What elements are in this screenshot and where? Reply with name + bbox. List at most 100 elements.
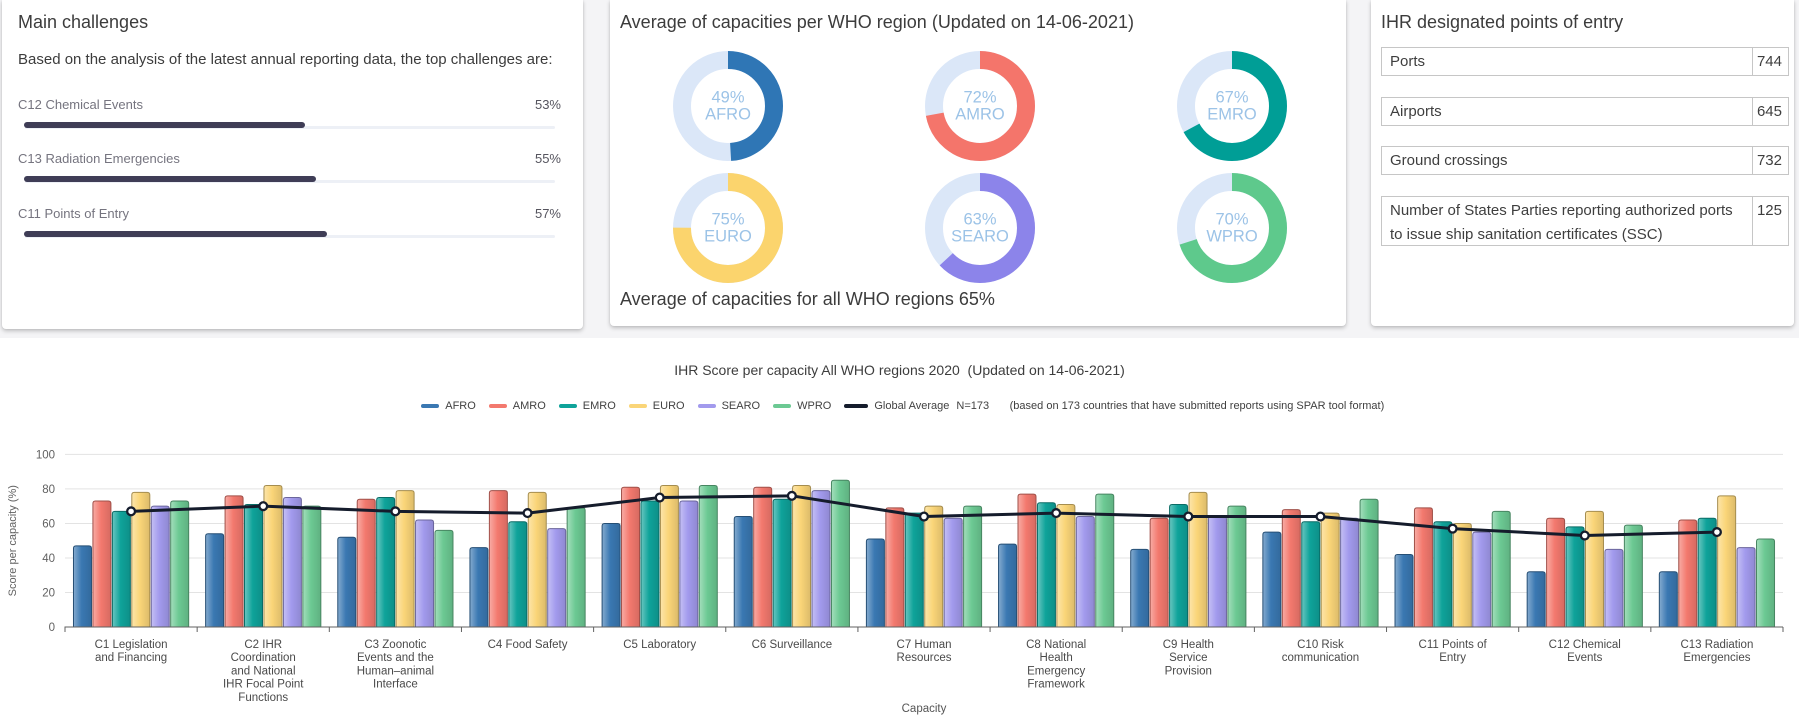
bar-euro-11[interactable] [1452, 522, 1472, 628]
donut-arc[interactable] [1177, 172, 1287, 283]
bar-afro-2[interactable] [205, 533, 225, 628]
bar-amro-2[interactable] [224, 495, 244, 628]
bar-amro-9[interactable] [1149, 517, 1169, 628]
bar-afro-13[interactable] [1658, 571, 1678, 628]
bar-searo-1[interactable] [150, 505, 170, 628]
bar-searo-5[interactable] [679, 500, 699, 628]
bar-afro-5[interactable] [601, 522, 621, 628]
bar-emro-3[interactable] [376, 497, 396, 628]
bar-amro-12[interactable] [1546, 517, 1566, 628]
donut-arc[interactable] [925, 51, 1035, 161]
bar-wpro-8[interactable] [1095, 493, 1115, 628]
bar-afro-7[interactable] [865, 538, 885, 628]
bar-euro-9[interactable] [1188, 491, 1208, 628]
bar-emro-10[interactable] [1301, 521, 1321, 628]
donut-searo[interactable]: 63%SEARO [925, 172, 1035, 283]
bar-wpro-4[interactable] [566, 507, 586, 628]
bar-amro-11[interactable] [1413, 507, 1433, 628]
global-average-marker-4[interactable] [522, 508, 533, 519]
donut-amro[interactable]: 72%AMRO [925, 51, 1035, 161]
bar-searo-7[interactable] [943, 517, 963, 628]
bar-emro-7[interactable] [904, 512, 924, 628]
global-average-marker-2[interactable] [258, 501, 269, 512]
bar-wpro-2[interactable] [302, 505, 322, 628]
bar-euro-4[interactable] [527, 491, 547, 628]
bar-wpro-7[interactable] [963, 505, 983, 628]
bar-emro-6[interactable] [772, 498, 792, 628]
donut-euro[interactable]: 75%EURO [673, 172, 783, 283]
bar-searo-6[interactable] [811, 490, 831, 628]
bar-emro-2[interactable] [244, 503, 264, 628]
bar-afro-6[interactable] [733, 516, 753, 628]
legend-item-afro[interactable]: AFRO [421, 400, 476, 412]
global-average-marker-1[interactable] [126, 506, 137, 517]
bar-amro-13[interactable] [1678, 519, 1698, 628]
bar-searo-12[interactable] [1604, 548, 1624, 628]
bar-afro-10[interactable] [1262, 531, 1282, 628]
bar-searo-10[interactable] [1340, 517, 1360, 628]
bar-searo-2[interactable] [282, 497, 302, 628]
bar-wpro-3[interactable] [434, 529, 454, 628]
donut-arc[interactable] [1177, 51, 1287, 161]
bar-emro-8[interactable] [1036, 502, 1056, 628]
legend-item-wpro[interactable]: WPRO [773, 400, 831, 412]
bar-afro-8[interactable] [998, 543, 1018, 628]
bar-amro-5[interactable] [621, 486, 641, 628]
bar-euro-12[interactable] [1584, 510, 1604, 628]
bar-euro-5[interactable] [659, 484, 679, 628]
global-average-marker-11[interactable] [1447, 523, 1458, 534]
bar-afro-12[interactable] [1526, 571, 1546, 628]
bar-wpro-12[interactable] [1623, 524, 1643, 628]
bar-euro-13[interactable] [1717, 495, 1737, 628]
global-average-marker-9[interactable] [1183, 511, 1194, 522]
donut-arc[interactable] [925, 172, 1035, 283]
legend-item-emro[interactable]: EMRO [558, 400, 616, 412]
bar-searo-11[interactable] [1472, 531, 1492, 628]
global-average-marker-12[interactable] [1579, 530, 1590, 541]
bar-euro-6[interactable] [792, 484, 812, 628]
bar-searo-9[interactable] [1207, 516, 1227, 628]
bar-amro-6[interactable] [753, 486, 773, 628]
legend-item-searo[interactable]: SEARO [697, 400, 760, 412]
legend-item-amro[interactable]: AMRO [488, 400, 546, 412]
bar-afro-1[interactable] [72, 545, 92, 628]
bar-emro-11[interactable] [1433, 521, 1453, 628]
bar-emro-4[interactable] [508, 521, 528, 628]
bar-emro-9[interactable] [1169, 503, 1189, 628]
bar-emro-13[interactable] [1697, 517, 1717, 628]
bar-afro-4[interactable] [469, 547, 489, 628]
global-average-marker-8[interactable] [1051, 508, 1062, 519]
donut-arc[interactable] [673, 51, 783, 161]
donut-emro[interactable]: 67%EMRO [1177, 51, 1287, 161]
global-average-marker-3[interactable] [390, 506, 401, 517]
bar-wpro-13[interactable] [1756, 538, 1776, 628]
bar-euro-1[interactable] [131, 491, 151, 628]
bar-euro-8[interactable] [1056, 503, 1076, 628]
bar-wpro-1[interactable] [170, 500, 190, 628]
bar-euro-7[interactable] [924, 505, 944, 628]
donut-afro[interactable]: 49%AFRO [673, 51, 783, 161]
bar-afro-11[interactable] [1394, 554, 1414, 628]
global-average-marker-6[interactable] [786, 490, 797, 501]
bar-emro-5[interactable] [640, 500, 660, 628]
bar-euro-3[interactable] [395, 490, 415, 628]
bar-searo-8[interactable] [1075, 516, 1095, 628]
bar-amro-4[interactable] [488, 490, 508, 628]
bar-wpro-9[interactable] [1227, 505, 1247, 628]
bar-amro-8[interactable] [1017, 493, 1037, 628]
legend-item-global-average[interactable]: Global Average N=173 [844, 400, 989, 412]
global-average-marker-13[interactable] [1711, 527, 1722, 538]
donut-arc[interactable] [673, 172, 783, 283]
bar-euro-2[interactable] [263, 484, 283, 628]
bar-amro-7[interactable] [885, 507, 905, 628]
global-average-marker-7[interactable] [918, 511, 930, 522]
bar-afro-3[interactable] [337, 536, 357, 628]
bar-wpro-5[interactable] [698, 484, 718, 628]
global-average-marker-5[interactable] [654, 492, 665, 503]
bar-wpro-10[interactable] [1359, 498, 1379, 628]
bar-afro-9[interactable] [1130, 548, 1150, 628]
bar-amro-10[interactable] [1281, 509, 1301, 628]
bar-amro-3[interactable] [356, 498, 376, 628]
legend-item-euro[interactable]: EURO [628, 400, 685, 412]
bar-emro-1[interactable] [111, 510, 131, 628]
